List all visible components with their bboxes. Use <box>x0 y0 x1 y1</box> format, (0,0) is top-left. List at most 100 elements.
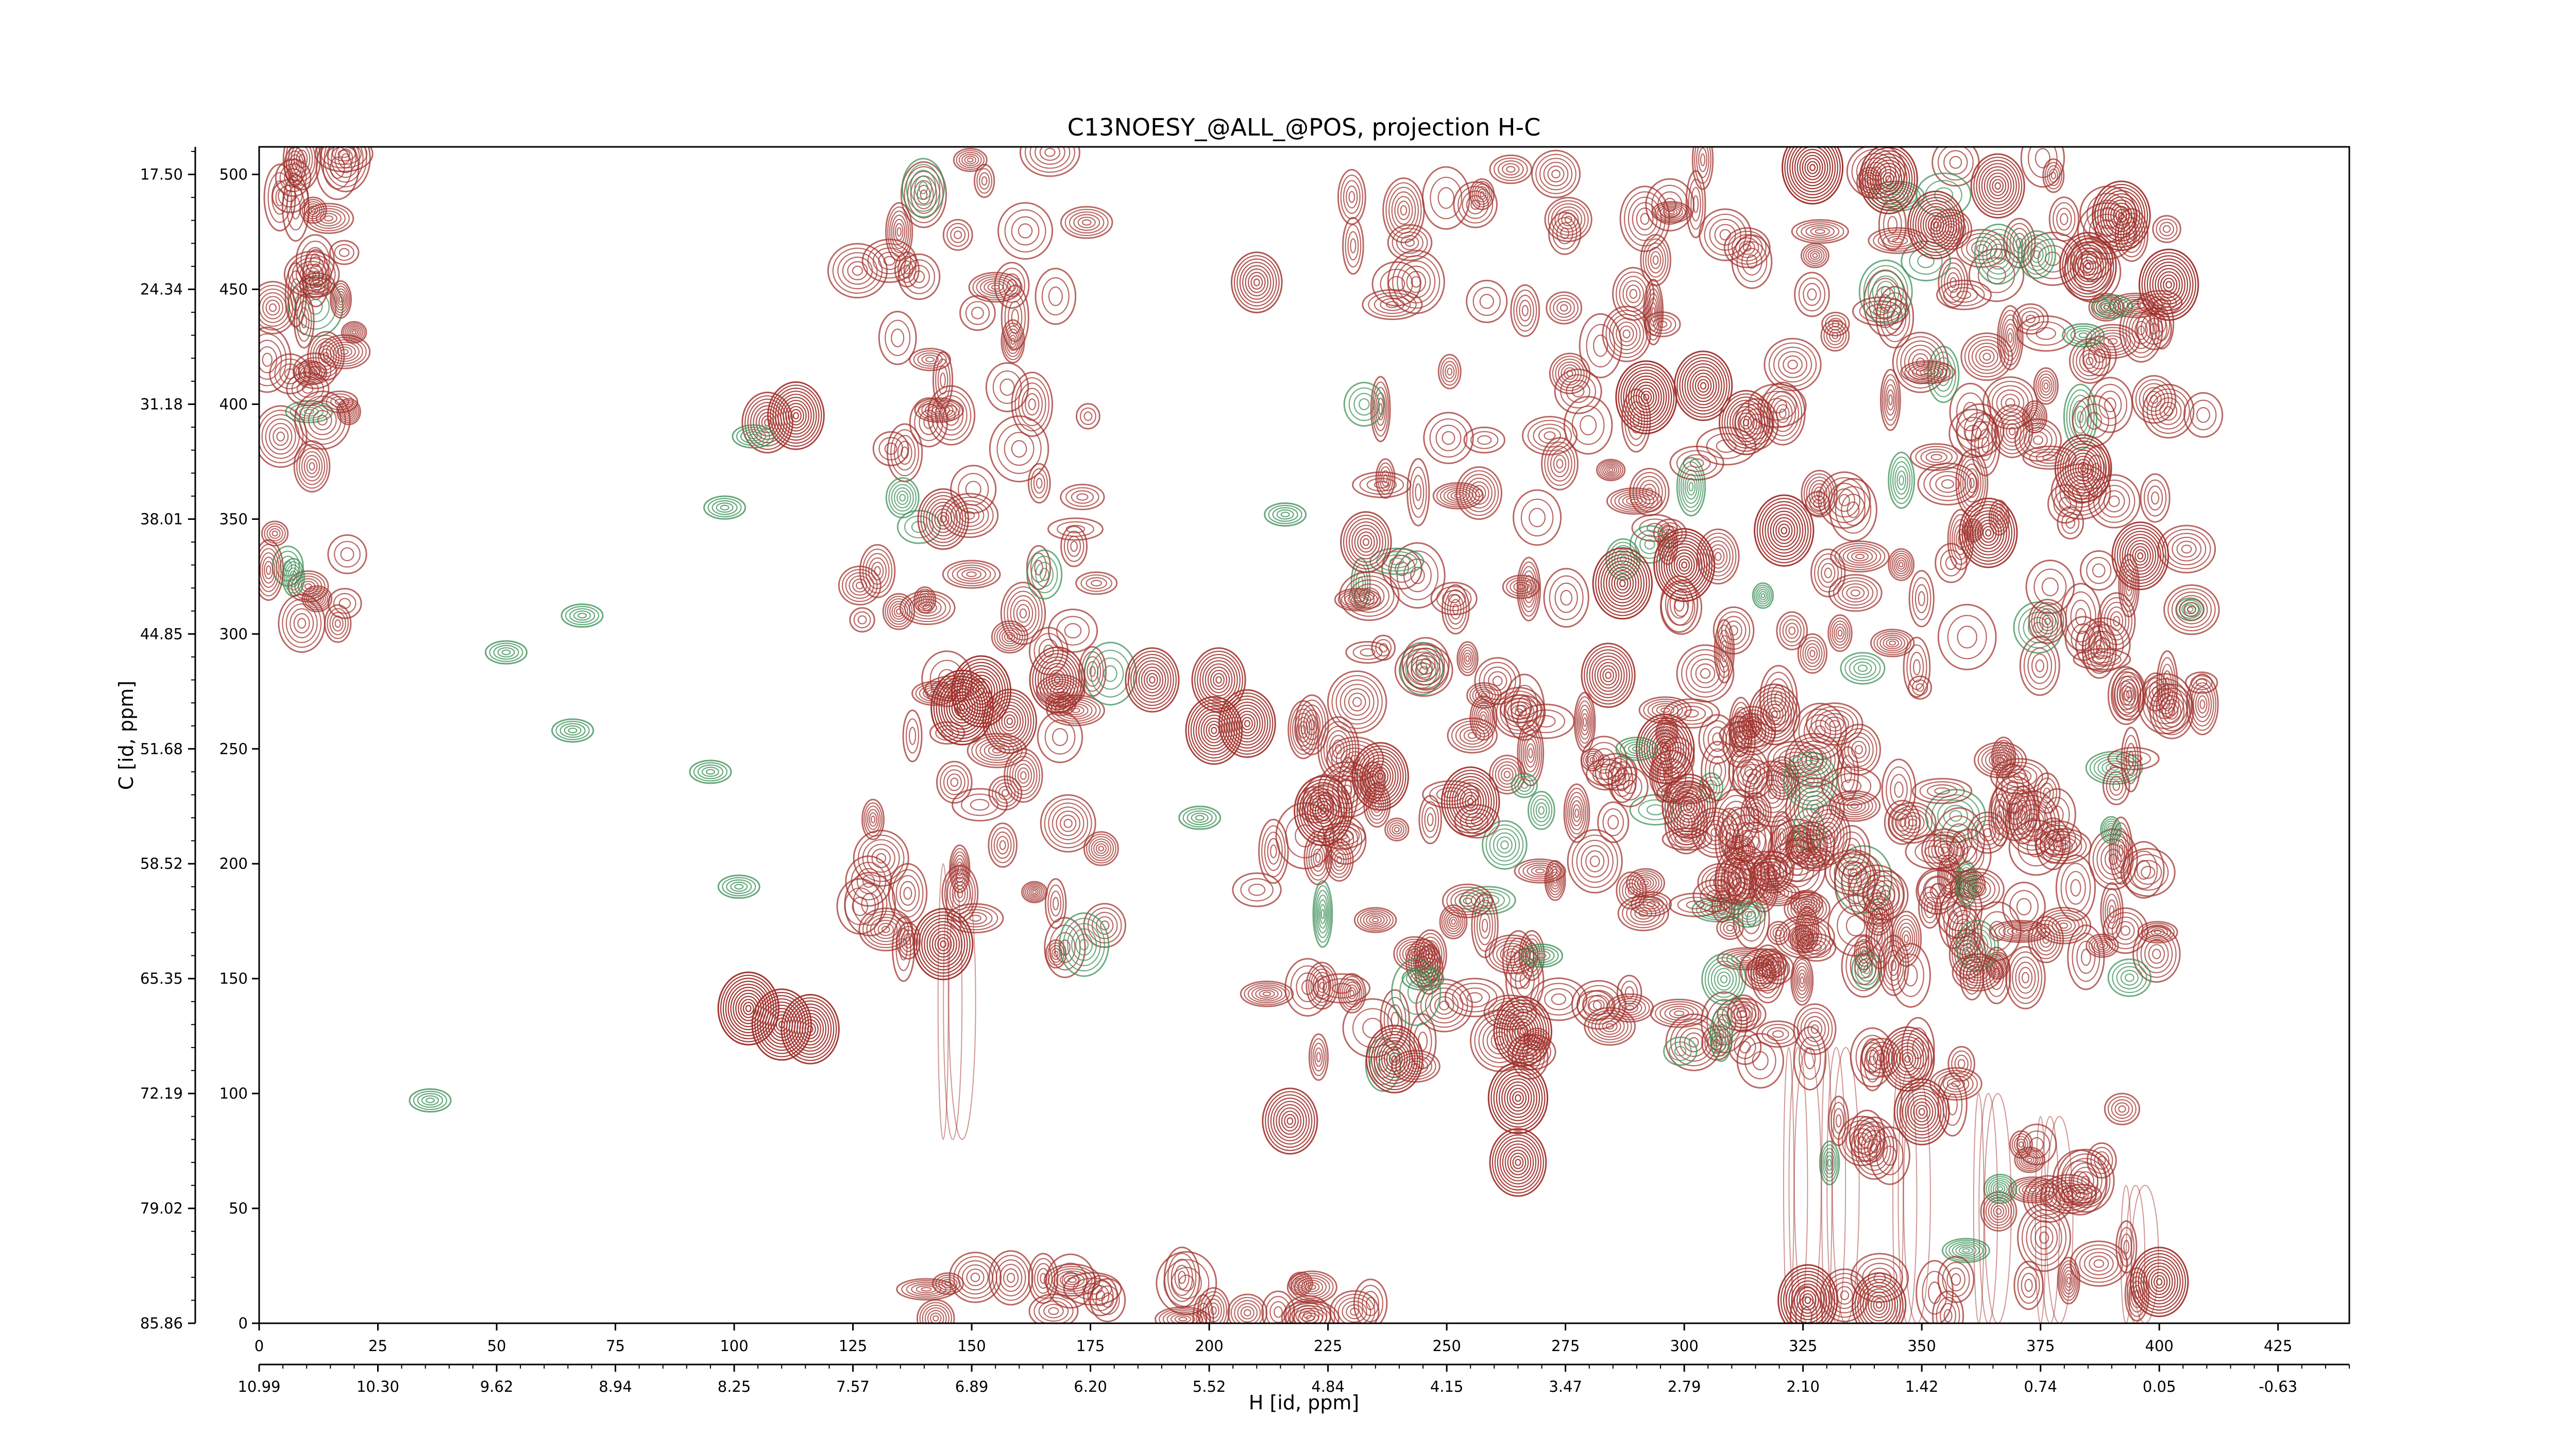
x-ppm-tick-label: 7.57 <box>836 1378 870 1395</box>
contour-peak <box>1596 459 1626 481</box>
contour-level <box>301 451 323 482</box>
contour-peak <box>1828 574 1883 612</box>
contour-level <box>1792 892 1821 914</box>
contour-level <box>1368 292 1417 317</box>
contour-level <box>1700 382 1707 390</box>
contour-level <box>1716 624 1733 678</box>
contour-level <box>1531 149 1581 198</box>
contour-level <box>351 330 357 334</box>
contour-level <box>1731 900 1767 928</box>
contour-level <box>1686 654 1725 693</box>
contour-level <box>2005 946 2046 1009</box>
contour-level <box>1028 398 1036 411</box>
contour-level <box>2056 207 2072 231</box>
contour-level <box>2077 1171 2094 1190</box>
contour-level <box>1080 574 1112 592</box>
contour-level <box>1003 1268 1019 1288</box>
contour-level <box>954 885 966 902</box>
contour-level <box>1619 325 1634 343</box>
contour-level <box>1943 804 1969 827</box>
contour-level <box>909 397 948 448</box>
contour-peak <box>1981 947 2011 1004</box>
contour-level <box>989 415 1049 483</box>
contour-level <box>1236 258 1277 307</box>
contour-level <box>954 659 1009 724</box>
contour-peak <box>2087 1142 2117 1179</box>
contour-level <box>1934 787 1951 795</box>
contour-level <box>2070 452 2097 484</box>
contour-level <box>1388 1052 1400 1066</box>
contour-level <box>2043 1194 2053 1204</box>
contour-level <box>1930 351 1957 398</box>
contour-level <box>1949 156 1962 169</box>
contour-level <box>1916 683 1925 692</box>
contour-level <box>1027 463 1051 504</box>
contour-level <box>923 495 963 543</box>
contour-level <box>2036 327 2056 340</box>
contour-level <box>1454 493 1463 498</box>
contour-level <box>1775 823 1788 850</box>
contour-level <box>2028 1187 2037 1192</box>
contour-level <box>1988 1178 2012 1200</box>
contour-peak <box>942 218 973 251</box>
contour-level <box>1824 1273 1865 1318</box>
contour-level <box>1862 870 1909 921</box>
contour-level <box>1816 817 1842 853</box>
contour-level <box>1947 873 1952 881</box>
contour-level <box>2050 172 2056 180</box>
contour-level <box>1824 716 1844 732</box>
contour-level <box>1616 322 1638 346</box>
contour-level <box>1904 1055 1911 1063</box>
contour-level <box>1870 1143 1878 1153</box>
contour-level <box>1646 726 1684 771</box>
contour-peak <box>1430 582 1478 616</box>
contour-level <box>2019 423 2057 458</box>
contour-level <box>1081 219 1092 226</box>
contour-level <box>1701 740 1735 802</box>
contour-level <box>1384 817 1410 841</box>
contour-peak <box>2183 392 2224 438</box>
contour-level <box>1905 1091 1939 1132</box>
contour-peak <box>1931 1290 1964 1323</box>
contour-level <box>1883 379 1898 421</box>
contour-level <box>1649 297 1658 327</box>
contour-level <box>1761 1023 1795 1044</box>
contour-level <box>1642 880 1649 886</box>
contour-level <box>786 1000 835 1058</box>
contour-level <box>2196 407 2211 423</box>
contour-level <box>1996 389 2025 417</box>
contour-level <box>2116 839 2126 863</box>
contour-level <box>1804 1047 1816 1070</box>
contour-level <box>1714 1019 1728 1052</box>
contour-level <box>1391 191 1416 229</box>
contour-level <box>1380 298 1405 311</box>
contour-level <box>1637 876 1654 890</box>
contour-level <box>1643 723 1687 775</box>
contour-level <box>1264 831 1283 871</box>
contour-level <box>1662 773 1717 839</box>
contour-peak <box>968 272 1023 303</box>
contour-level <box>2126 300 2146 310</box>
contour-level <box>1957 1059 1965 1069</box>
contour-peak <box>1288 1271 1313 1296</box>
contour-level <box>1687 366 1720 406</box>
contour-level <box>1047 609 1098 653</box>
contour-level <box>1894 813 1910 832</box>
contour-level <box>1604 465 1618 475</box>
contour-level <box>1052 728 1069 746</box>
contour-level <box>1369 547 1425 575</box>
y-index-tick-label: 100 <box>219 1085 248 1102</box>
contour-level <box>1403 1057 1429 1075</box>
contour-level <box>338 598 351 609</box>
contour-level <box>1411 276 1421 288</box>
contour-level <box>259 340 282 380</box>
contour-level <box>1711 1014 1731 1057</box>
contour-level <box>1482 820 1528 870</box>
contour-level <box>1827 895 1884 957</box>
contour-level <box>2095 637 2111 652</box>
contour-level <box>1706 999 1742 1046</box>
contour-level <box>1551 993 1567 1005</box>
contour-level <box>268 423 293 450</box>
contour-level <box>1032 890 1037 895</box>
contour-level <box>1650 251 1662 269</box>
